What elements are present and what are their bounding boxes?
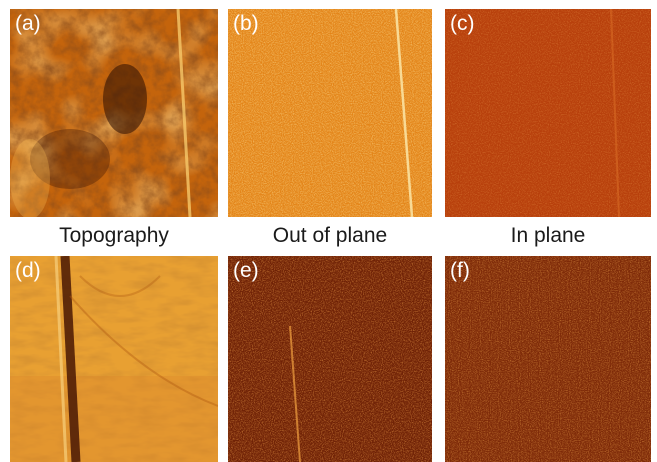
- panel-label-d: (d): [15, 259, 41, 282]
- out-of-plane-image-e: (e): [228, 256, 432, 462]
- topography-image-d: (d): [10, 256, 218, 462]
- caption-topography: Topography: [59, 224, 169, 247]
- caption-out-of-plane: Out of plane: [272, 224, 388, 247]
- in-plane-image-c: (c): [445, 9, 651, 217]
- out-of-plane-image-b: (b): [228, 9, 432, 217]
- topography-image-a: (a): [10, 9, 218, 217]
- panel-label-f: (f): [450, 259, 470, 282]
- panel-label-a: (a): [15, 12, 41, 35]
- in-plane-image-f: (f): [445, 256, 651, 462]
- caption-in-plane: In plane: [510, 224, 586, 247]
- panel-label-b: (b): [233, 12, 259, 35]
- panel-label-c: (c): [450, 12, 475, 35]
- panel-label-e: (e): [233, 259, 259, 282]
